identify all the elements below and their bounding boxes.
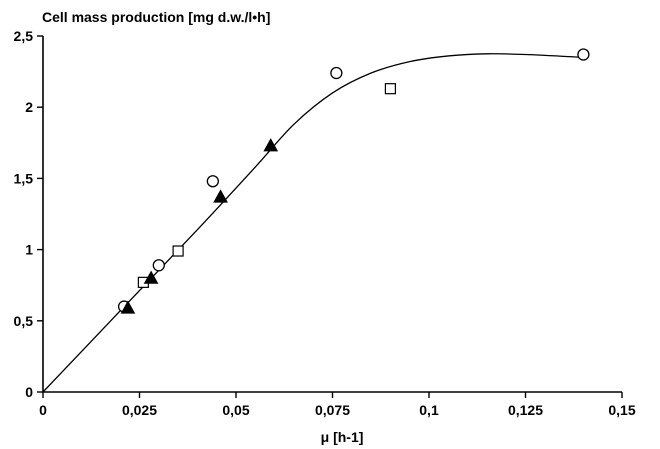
x-tick-label: 0,025	[122, 402, 157, 418]
data-point-circle	[577, 48, 590, 61]
x-tick-label: 0,075	[315, 402, 350, 418]
y-axis-title: Cell mass production [mg d.w./l•h]	[42, 9, 270, 25]
data-point-square	[384, 83, 396, 95]
data-point-triangle	[120, 300, 136, 314]
plot-area: 0 0,5 1 1,5 2 2,5 0 0,025 0,05 0,075 0,1 0,125 0,15	[14, 28, 636, 418]
x-tick-label: 0,1	[419, 402, 439, 418]
data-point-circle	[152, 259, 165, 272]
data-point-triangle	[143, 270, 159, 284]
data-point-square	[172, 245, 184, 257]
y-tick-label: 1,5	[14, 170, 34, 186]
x-tick-label: 0,05	[222, 402, 249, 418]
y-tick-label: 2	[25, 99, 33, 115]
x-tick-label: 0,125	[508, 402, 543, 418]
data-point-triangle	[213, 189, 228, 203]
y-tick-label: 2,5	[14, 28, 34, 44]
y-tick-label: 0	[25, 384, 33, 400]
data-point-triangle	[263, 138, 279, 152]
data-point-circle	[206, 175, 219, 188]
data-point-circle	[330, 66, 343, 80]
y-tick-label: 0,5	[14, 313, 34, 329]
y-tick-label: 1	[25, 242, 33, 258]
x-tick-label: 0,15	[608, 402, 635, 418]
fitted-curve	[42, 53, 584, 393]
x-tick-label: 0	[39, 402, 47, 418]
x-axis-title: μ [h-1]	[321, 429, 364, 445]
